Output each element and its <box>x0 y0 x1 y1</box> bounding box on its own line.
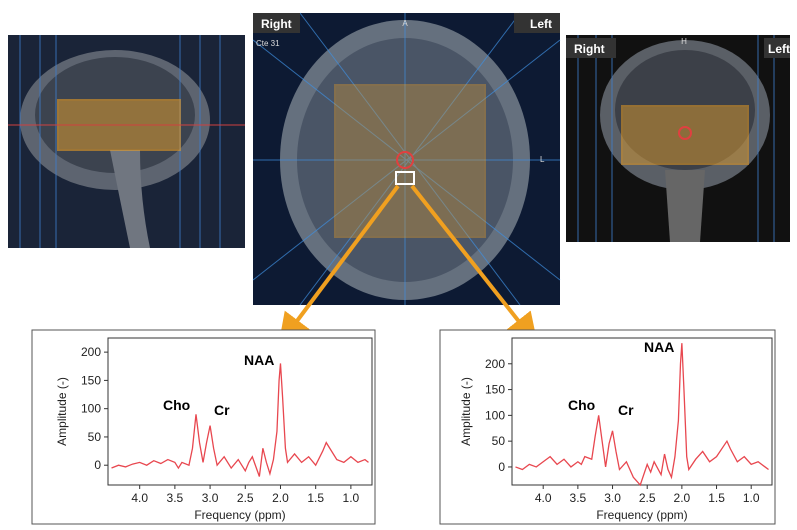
peak-label: Cr <box>214 402 230 418</box>
y-axis-label: Amplitude (-) <box>55 377 69 446</box>
x-tick-label: 2.0 <box>272 491 289 505</box>
orientation-label: Left <box>768 42 790 56</box>
peak-label: Cho <box>568 397 595 413</box>
y-tick-label: 50 <box>88 430 102 444</box>
peak-label: Cho <box>163 397 190 413</box>
x-axis-label: Frequency (ppm) <box>194 508 285 522</box>
y-tick-label: 100 <box>485 408 505 422</box>
y-tick-label: 150 <box>81 373 101 387</box>
image-info: Cte 31 <box>256 39 280 48</box>
y-tick-label: 100 <box>81 402 101 416</box>
x-tick-label: 1.0 <box>743 491 760 505</box>
x-tick-label: 4.0 <box>131 491 148 505</box>
orientation-marker: H <box>681 37 687 46</box>
x-tick-label: 2.5 <box>639 491 656 505</box>
coronal-image: Right Left H <box>566 35 790 242</box>
x-tick-label: 1.5 <box>708 491 725 505</box>
axial-image: Right Left A L Cte 31 <box>253 13 560 305</box>
peak-label: Cr <box>618 402 634 418</box>
y-axis-label: Amplitude (-) <box>459 377 473 446</box>
x-tick-label: 1.0 <box>343 491 360 505</box>
peak-label: NAA <box>244 352 274 368</box>
orientation-label: Right <box>261 17 292 31</box>
x-tick-label: 3.0 <box>202 491 219 505</box>
orientation-marker: A <box>402 19 408 28</box>
x-tick-label: 2.5 <box>237 491 254 505</box>
x-tick-label: 3.0 <box>604 491 621 505</box>
orientation-label: Right <box>574 42 605 56</box>
figure: Right Left A L Cte 31 Right Left H 0 50 10… <box>0 0 797 525</box>
orientation-label: Left <box>530 17 552 31</box>
y-tick-label: 200 <box>485 357 505 371</box>
x-tick-label: 2.0 <box>674 491 691 505</box>
y-tick-label: 50 <box>492 434 506 448</box>
x-tick-label: 1.5 <box>307 491 324 505</box>
y-tick-label: 150 <box>485 383 505 397</box>
x-tick-label: 4.0 <box>535 491 552 505</box>
y-tick-label: 0 <box>498 460 505 474</box>
plot-area <box>512 338 772 485</box>
x-tick-label: 3.5 <box>570 491 587 505</box>
orientation-marker: L <box>540 155 545 164</box>
x-tick-label: 3.5 <box>167 491 184 505</box>
y-tick-label: 0 <box>94 458 101 472</box>
x-axis-label: Frequency (ppm) <box>596 508 687 522</box>
y-tick-label: 200 <box>81 345 101 359</box>
peak-label: NAA <box>644 339 674 355</box>
sagittal-image <box>8 35 245 248</box>
